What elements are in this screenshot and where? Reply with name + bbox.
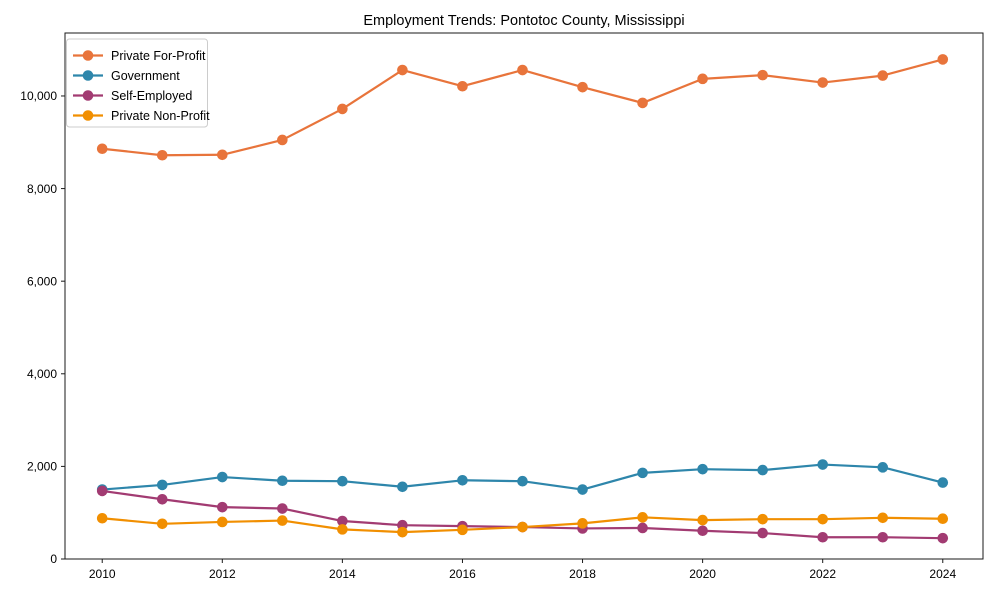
data-point-private-non-profit-2011 [156,518,168,530]
legend-entry-private-non-profit: Private Non-Profit [73,109,210,123]
legend-label: Self-Employed [111,89,192,103]
data-point-private-for-profit-2019 [637,97,648,109]
data-point-self-employed-2022 [817,531,828,543]
data-point-private-for-profit-2024 [937,54,949,65]
data-point-private-for-profit-2020 [697,73,708,85]
data-point-self-employed-2014 [337,515,348,527]
x-tick-label: 2024 [929,567,956,581]
data-point-private-non-profit-2012 [217,516,228,528]
series-private-non-profit [96,512,949,538]
legend-marker [82,90,94,101]
x-tick-label: 2014 [329,567,356,581]
data-point-private-non-profit-2013 [277,515,288,526]
data-point-private-non-profit-2024 [937,513,949,525]
data-point-private-for-profit-2015 [397,64,408,76]
data-point-private-non-profit-2020 [697,514,708,526]
data-point-private-non-profit-2023 [877,512,889,524]
data-point-government-2017 [517,475,528,487]
data-point-private-for-profit-2022 [817,77,828,88]
data-point-private-non-profit-2022 [817,513,828,525]
data-point-government-2015 [397,481,408,493]
y-tick-label: 4,000 [27,367,57,381]
legend-label: Private For-Profit [111,49,206,63]
x-tick-label: 2010 [89,567,116,581]
y-tick-label: 2,000 [27,460,57,474]
data-point-government-2011 [156,479,168,491]
x-tick-label: 2022 [809,567,836,581]
data-point-government-2014 [337,475,348,487]
data-point-private-for-profit-2012 [217,149,228,161]
data-point-government-2012 [217,471,228,483]
data-point-self-employed-2021 [757,527,768,539]
legend-entry-government: Government [73,69,180,83]
legend-entry-private-for-profit: Private For-Profit [73,49,206,63]
data-point-private-for-profit-2011 [156,149,168,161]
data-point-government-2024 [937,477,949,488]
x-tick-label: 2016 [449,567,476,581]
data-point-private-non-profit-2019 [637,512,648,523]
data-point-private-for-profit-2018 [577,81,588,93]
data-point-government-2013 [277,475,288,487]
data-point-self-employed-2019 [637,522,648,534]
data-point-private-non-profit-2018 [577,518,588,529]
legend-marker [82,110,94,121]
legend: Private For-Profit Government Self-Employe… [66,38,210,128]
data-point-self-employed-2012 [217,501,228,513]
legend-marker [82,50,94,61]
data-point-private-for-profit-2021 [757,69,768,81]
data-point-private-non-profit-2015 [397,526,408,538]
legend-marker [82,70,94,81]
data-point-private-for-profit-2023 [877,70,889,81]
legend-box [66,38,208,128]
data-point-private-for-profit-2016 [457,80,468,92]
data-point-private-for-profit-2010 [96,143,108,155]
data-point-private-non-profit-2010 [96,512,108,524]
data-point-private-non-profit-2016 [457,524,468,536]
x-tick-label: 2012 [209,567,236,581]
data-point-self-employed-2011 [156,493,168,505]
data-point-self-employed-2020 [697,525,708,537]
y-tick-label: 10,000 [20,89,57,103]
data-point-private-non-profit-2014 [337,524,348,535]
legend-entry-self-employed: Self-Employed [73,89,192,103]
data-point-private-for-profit-2014 [337,103,348,115]
data-point-government-2023 [877,462,889,473]
axes-frame [64,32,984,560]
data-point-private-non-profit-2017 [517,521,528,533]
data-point-government-2021 [757,464,768,476]
plot-area: 0 2,000 4,000 6,000 8,000 10,000 2010 2012 2014 2… [20,32,984,581]
data-point-government-2019 [637,467,648,479]
legend-label: Government [111,69,180,83]
data-point-self-employed-2010 [96,485,108,497]
series-government [96,459,949,495]
data-point-self-employed-2024 [937,532,949,544]
data-point-government-2022 [817,459,828,470]
data-point-private-non-profit-2021 [757,513,768,525]
data-point-self-employed-2023 [877,531,889,543]
x-tick-label: 2018 [569,567,596,581]
data-point-self-employed-2013 [277,503,288,514]
data-point-private-for-profit-2017 [517,64,528,76]
series-private-for-profit [96,54,949,161]
data-point-government-2016 [457,474,468,486]
data-point-government-2020 [697,463,708,475]
data-point-private-for-profit-2013 [277,134,288,146]
legend-label: Private Non-Profit [111,109,210,123]
y-tick-label: 6,000 [27,274,57,288]
y-tick-label: 8,000 [27,182,57,196]
data-point-government-2018 [577,484,588,495]
x-tick-label: 2020 [689,567,716,581]
chart-title: Employment Trends: Pontotoc County, Miss… [363,13,684,29]
y-tick-label: 0 [50,552,57,566]
